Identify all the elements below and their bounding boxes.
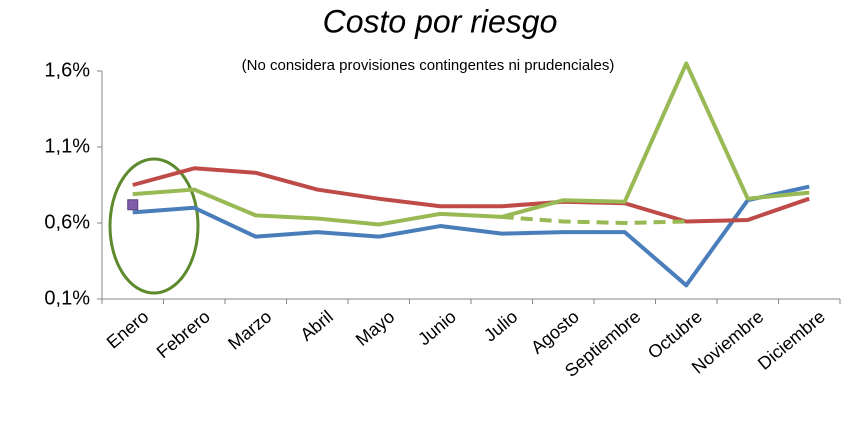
x-tick-label: Agosto (527, 306, 583, 357)
x-tick-label: Febrero (153, 306, 214, 362)
series-line (501, 214, 687, 225)
series-line (132, 184, 810, 288)
x-tick-label: Mayo (352, 306, 399, 350)
chart-subtitle: (No considera provisiones contingentes n… (242, 57, 615, 74)
x-tick-label: Enero (103, 306, 153, 352)
x-tick-label: Julio (480, 306, 521, 345)
x-tick-label: Abril (296, 306, 336, 344)
highlight-ellipse (108, 157, 200, 295)
chart-title: Costo por riesgo (323, 3, 558, 39)
y-tick-label: 0,6% (44, 211, 90, 233)
y-tick-label: 0,1% (44, 287, 90, 309)
y-tick-label: 1,6% (44, 59, 90, 81)
x-tick-label: Diciembre (754, 306, 829, 373)
series-line (132, 61, 810, 227)
x-tick-label: Marzo (224, 306, 275, 353)
y-tick-label: 1,1% (44, 135, 90, 157)
point-marker (127, 199, 139, 211)
x-tick-label: Junio (414, 306, 460, 349)
series-line (132, 166, 810, 224)
